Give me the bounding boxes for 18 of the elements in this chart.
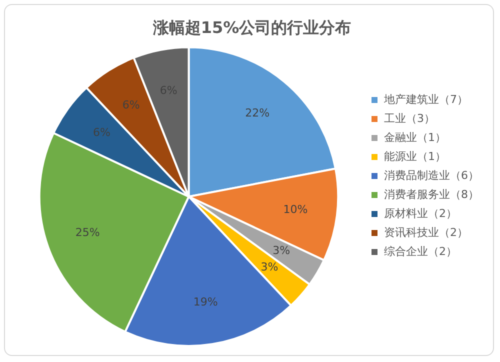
legend-label: 工业（3） [384,112,435,125]
data-label: 19% [193,296,218,309]
legend-label: 能源业（1） [384,150,446,163]
legend-label: 消费者服务业（8） [384,188,479,201]
legend-label: 原材料业（2） [384,206,457,220]
legend-label: 资讯科技业（2） [384,226,468,239]
chart-title: 涨幅超15%公司的行业分布 [152,18,352,37]
data-label: 3% [260,260,278,274]
legend-label: 地产建筑业（7） [383,92,468,106]
data-label: 6% [122,98,140,112]
legend-label: 消费品制造业（6） [384,168,479,182]
data-label: 3% [272,244,290,258]
data-label: 10% [283,202,308,216]
data-label: 22% [245,106,270,120]
data-label: 25% [75,226,100,239]
data-label: 6% [93,126,110,140]
legend-label: 金融业（1） [384,130,446,144]
legend-label: 综合企业（2） [384,244,457,258]
